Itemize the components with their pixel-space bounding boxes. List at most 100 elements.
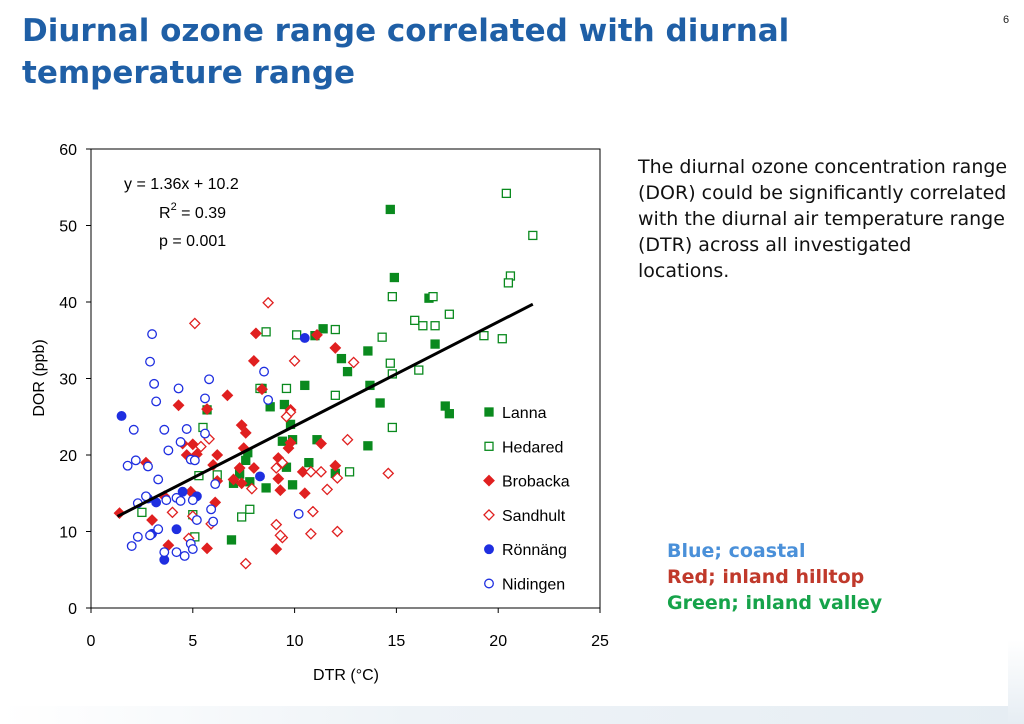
y-axis-ticks: 0 10 20 30 40 50 60	[59, 142, 91, 618]
point-sandhult	[304, 465, 317, 478]
key-inland-valley: Green; inland valley	[667, 592, 883, 614]
x-tick-label: 0	[87, 633, 96, 650]
point-hedared	[387, 291, 397, 302]
point-nidingen	[206, 504, 217, 515]
point-hedared	[245, 504, 255, 514]
trendline	[116, 302, 534, 518]
point-hedared	[281, 383, 292, 394]
point-brobacka	[274, 484, 287, 497]
point-hedared	[344, 467, 355, 477]
point-hedared	[528, 230, 538, 241]
point-nidingen	[175, 495, 186, 506]
point-lanna	[241, 455, 251, 466]
point-brobacka	[311, 328, 323, 341]
point-brobacka	[296, 465, 309, 478]
legend-label-brobacka: Brobacka	[502, 474, 570, 491]
point-hedared	[444, 309, 454, 319]
point-sandhult	[195, 440, 207, 453]
point-sandhult	[331, 472, 344, 484]
legend-marker-nidingen	[484, 578, 494, 589]
point-nidingen	[208, 516, 219, 527]
point-nidingen	[130, 455, 141, 466]
point-brobacka	[315, 437, 327, 450]
legend-label-sandhult: Sandhult	[502, 508, 566, 525]
point-hedared	[237, 512, 247, 522]
point-brobacka	[201, 403, 213, 416]
y-tick-label: 0	[68, 601, 77, 618]
footer-band	[0, 706, 1024, 724]
data-points	[113, 188, 538, 570]
point-hedared	[430, 321, 440, 331]
legend-label-ronnang: Rönnäng	[502, 542, 567, 559]
point-hedared	[330, 324, 340, 335]
point-brobacka	[172, 399, 185, 412]
point-sandhult	[239, 557, 252, 570]
point-ronnang	[255, 471, 265, 482]
point-nidingen	[145, 530, 155, 541]
point-ronnang	[116, 411, 127, 421]
y-tick-label: 60	[59, 142, 77, 159]
point-nidingen	[143, 461, 153, 472]
x-tick-label: 10	[286, 633, 304, 650]
color-key: Blue; coastal Red; inland hilltop Green;…	[667, 538, 882, 616]
point-sandhult	[245, 482, 258, 495]
point-brobacka	[247, 354, 260, 367]
point-nidingen	[161, 495, 172, 506]
point-brobacka	[239, 426, 252, 439]
point-sandhult	[288, 354, 301, 367]
point-brobacka	[256, 383, 268, 396]
page-number: 6	[1003, 14, 1010, 26]
point-lanna	[287, 480, 298, 490]
corner-decoration	[1008, 640, 1024, 724]
point-brobacka	[211, 449, 224, 461]
point-brobacka	[146, 514, 158, 526]
point-nidingen	[153, 524, 164, 535]
point-brobacka	[201, 542, 213, 555]
point-hedared	[418, 321, 428, 331]
point-nidingen	[191, 515, 202, 525]
slide-title-line-2: temperature range	[22, 55, 356, 91]
point-brobacka	[329, 459, 342, 472]
x-tick-label: 20	[489, 633, 507, 650]
point-lanna	[389, 272, 400, 283]
point-nidingen	[145, 356, 155, 367]
point-sandhult	[270, 518, 283, 531]
point-nidingen	[132, 531, 143, 542]
legend-label-nidingen: Nidingen	[502, 577, 565, 594]
point-hedared	[330, 390, 340, 400]
point-sandhult	[188, 317, 201, 330]
description-text: The diurnal ozone concentration range (D…	[638, 156, 1008, 282]
point-ronnang	[177, 486, 188, 497]
point-lanna	[363, 441, 373, 451]
point-nidingen	[293, 508, 304, 519]
point-brobacka	[233, 462, 246, 474]
equation-label: y = 1.36x + 10.2	[124, 176, 239, 193]
point-nidingen	[210, 479, 221, 490]
point-lanna	[440, 401, 450, 411]
point-hedared	[414, 365, 424, 375]
point-nidingen	[159, 547, 170, 558]
x-axis-label: DTR (°C)	[313, 667, 379, 684]
point-brobacka	[221, 389, 234, 402]
point-brobacka	[298, 487, 311, 500]
point-hedared	[387, 422, 397, 433]
point-nidingen	[187, 495, 198, 506]
r-squared-label: R2 = 0.39	[159, 201, 226, 222]
point-lanna	[300, 380, 310, 391]
point-sandhult	[304, 527, 317, 540]
point-ronnang	[299, 333, 310, 343]
point-sandhult	[307, 505, 319, 518]
y-tick-label: 30	[59, 372, 77, 389]
point-sandhult	[315, 465, 327, 478]
point-brobacka	[227, 473, 240, 486]
point-sandhult	[276, 456, 289, 469]
point-hedared	[428, 291, 438, 302]
point-sandhult	[321, 483, 334, 496]
legend-marker-ronnang	[484, 544, 494, 555]
point-sandhult	[331, 525, 344, 538]
point-lanna	[385, 204, 395, 215]
point-nidingen	[163, 445, 174, 456]
point-hedared	[410, 315, 420, 326]
point-ronnang	[171, 524, 182, 535]
point-nidingen	[128, 424, 139, 435]
